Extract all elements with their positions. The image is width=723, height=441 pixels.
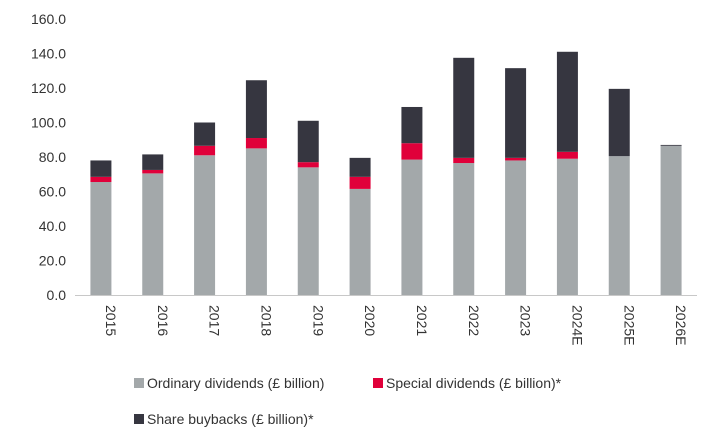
- x-tick-label: 2021: [414, 305, 430, 336]
- y-tick-label: 40.0: [39, 218, 66, 234]
- x-tick-label: 2020: [362, 305, 378, 336]
- bar-segment-ordinary-2022: [453, 163, 475, 295]
- bar-segment-buybacks-2017: [194, 122, 216, 146]
- x-tick-label: 2026E: [673, 305, 689, 345]
- legend-label: Ordinary dividends (£ billion): [147, 375, 324, 391]
- legend-swatch: [373, 378, 383, 388]
- bar-segment-ordinary-2025E: [608, 156, 630, 295]
- bar-segment-ordinary-2018: [245, 148, 267, 295]
- bar-segment-buybacks-2026E: [660, 144, 682, 146]
- bar-segment-buybacks-2023: [505, 68, 527, 158]
- bar-segment-special-2020: [349, 176, 371, 189]
- bar-segment-buybacks-2021: [401, 106, 423, 144]
- y-tick-label: 120.0: [31, 80, 66, 96]
- bar-segment-buybacks-2016: [142, 154, 164, 170]
- bar-segment-special-2022: [453, 157, 475, 164]
- bar-segment-buybacks-2022: [453, 57, 475, 158]
- bar-segment-special-2018: [245, 138, 267, 149]
- legend-swatch: [134, 378, 144, 388]
- bar-segment-ordinary-2019: [297, 167, 319, 295]
- bar-segment-ordinary-2015: [90, 182, 112, 295]
- x-tick-label: 2016: [155, 305, 171, 336]
- x-tick-label: 2019: [310, 305, 326, 336]
- bar-segment-special-2015: [90, 176, 112, 183]
- bar-segment-buybacks-2025E: [608, 88, 630, 157]
- x-tick-label: 2015: [103, 305, 119, 336]
- y-tick-label: 160.0: [31, 11, 66, 27]
- y-axis-ticks: 0.0 20.0 40.0 60.0 80.0 100.0 120.0 140.0 160.0: [31, 11, 66, 303]
- bar-segment-buybacks-2018: [245, 80, 267, 139]
- bar-segment-buybacks-2019: [297, 120, 319, 163]
- x-tick-label: 2017: [207, 305, 223, 336]
- x-tick-label: 2023: [518, 305, 534, 336]
- x-tick-label: 2018: [258, 305, 274, 336]
- y-tick-label: 140.0: [31, 46, 66, 62]
- bar-segment-special-2023: [505, 157, 527, 161]
- bar-segment-ordinary-2023: [505, 160, 527, 295]
- legend: Ordinary dividends (£ billion) Special di…: [134, 375, 562, 427]
- y-tick-label: 0.0: [47, 287, 67, 303]
- y-tick-label: 60.0: [39, 184, 66, 200]
- bar-segment-special-2017: [194, 145, 216, 156]
- y-tick-label: 100.0: [31, 115, 66, 131]
- bar-segment-special-2016: [142, 169, 164, 174]
- x-tick-label: 2025E: [621, 305, 637, 345]
- bar-segment-ordinary-2017: [194, 155, 216, 295]
- y-tick-label: 20.0: [39, 253, 66, 269]
- x-axis-ticks: 2015 2016 2017 2018 2019 2020 2021 2022 2023 2024…: [103, 305, 689, 345]
- legend-swatch: [134, 414, 144, 424]
- bar-segment-buybacks-2020: [349, 157, 371, 177]
- legend-label: Special dividends (£ billion)*: [386, 375, 562, 391]
- bar-segment-ordinary-2016: [142, 173, 164, 295]
- bar-segment-special-2019: [297, 162, 319, 168]
- bar-segment-ordinary-2024E: [556, 158, 578, 295]
- bar-segment-buybacks-2024E: [556, 51, 578, 152]
- y-tick-label: 80.0: [39, 149, 66, 165]
- x-tick-label: 2022: [466, 305, 482, 336]
- bar-segment-buybacks-2015: [90, 160, 112, 177]
- legend-label: Share buybacks (£ billion)*: [147, 411, 314, 427]
- bar-segment-ordinary-2021: [401, 159, 423, 295]
- bar-segment-ordinary-2026E: [660, 145, 682, 295]
- x-tick-label: 2024E: [569, 305, 585, 345]
- bar-segment-special-2021: [401, 143, 423, 160]
- bars: [90, 51, 682, 295]
- bar-segment-special-2024E: [556, 151, 578, 159]
- bar-segment-ordinary-2020: [349, 188, 371, 295]
